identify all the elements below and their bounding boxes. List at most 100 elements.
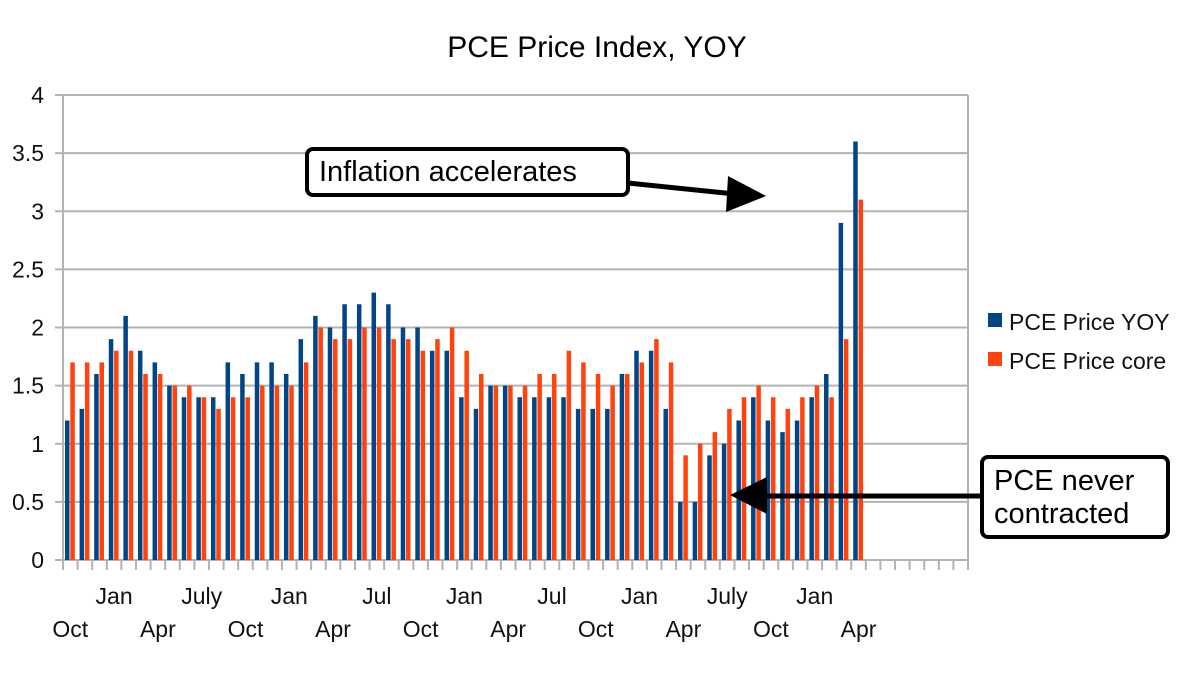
bar-pce-core [566, 350, 572, 560]
y-tick-label: 3.5 [12, 140, 44, 166]
bar-pce-yoy [517, 397, 522, 560]
bar-pce-yoy [298, 339, 304, 561]
bar-pce-yoy [327, 327, 333, 560]
y-tick-label: 3 [31, 198, 44, 224]
bar-pce-core [858, 199, 864, 561]
bar-pce-yoy [678, 501, 683, 561]
bar-pce-core [814, 385, 820, 561]
bar-pce-core [697, 443, 703, 560]
bar-pce-core [362, 327, 367, 560]
bar-pce-yoy [400, 327, 406, 560]
bar-pce-core [843, 339, 849, 561]
bar-pce-core [99, 362, 104, 561]
bar-pce-yoy [79, 408, 85, 561]
bar-pce-yoy [313, 315, 318, 561]
bar-pce-core [70, 362, 75, 561]
bar-pce-core [683, 455, 688, 561]
bar-pce-yoy [765, 420, 771, 560]
bar-pce-yoy [619, 374, 625, 560]
bar-pce-yoy [488, 385, 493, 561]
y-tick-label: 2 [31, 315, 44, 341]
y-tick-label: 4 [31, 82, 44, 108]
bar-pce-yoy [152, 362, 158, 561]
y-tick-label: 2.5 [12, 256, 44, 282]
bar-pce-core [581, 362, 586, 561]
bar-pce-core [303, 362, 309, 561]
bar-pce-yoy [254, 362, 260, 561]
bar-pce-core [114, 350, 119, 560]
y-tick-label: 0 [31, 547, 44, 573]
bar-pce-yoy [824, 374, 829, 560]
bar-pce-core [376, 327, 382, 560]
y-axis-ticks: 0 0.5 1 1.5 2 2.5 3 3.5 4 [12, 82, 44, 573]
bar-pce-yoy [356, 304, 362, 560]
bar-pce-core [479, 374, 484, 560]
bar-pce-yoy [473, 408, 479, 561]
x-axis-ticks [62, 560, 969, 570]
x-tick-label: Oct [228, 616, 264, 642]
bar-pce-core [289, 385, 294, 561]
bar-pce-core [143, 374, 148, 560]
bar-pce-yoy [721, 443, 727, 560]
bars [65, 141, 864, 561]
x-tick-label: Apr [315, 616, 351, 642]
x-tick-label: Jan [271, 583, 308, 609]
bar-pce-core [610, 385, 615, 561]
bar-pce-core [318, 327, 323, 560]
bar-pce-core [172, 385, 177, 561]
bar-pce-yoy [371, 292, 377, 561]
bar-pce-yoy [663, 408, 668, 561]
bar-pce-core [712, 432, 718, 561]
bar-pce-core [668, 362, 674, 561]
bar-pce-core [230, 397, 236, 560]
x-tick-label: Jul [537, 583, 566, 609]
bar-pce-yoy [751, 397, 756, 560]
legend-swatch-pce-yoy [988, 313, 1002, 327]
bar-pce-core [756, 385, 761, 561]
arrow-never-contracted [730, 477, 980, 514]
x-tick-label: Oct [753, 616, 789, 642]
bar-pce-core [770, 397, 776, 560]
x-tick-label: Jan [96, 583, 133, 609]
bar-pce-core [624, 374, 630, 560]
bar-pce-core [654, 339, 659, 561]
legend-swatch-pce-core [988, 352, 1002, 366]
bar-pce-core [727, 408, 732, 561]
callout-inflation-accelerates: Inflation accelerates [305, 147, 630, 197]
chart-title: PCE Price Index, YOY [447, 31, 747, 64]
bar-pce-yoy [415, 327, 420, 560]
legend-label-pce-yoy: PCE Price YOY [1009, 309, 1170, 335]
bar-pce-yoy [181, 397, 187, 560]
x-tick-label: Oct [52, 616, 88, 642]
bar-pce-yoy [123, 315, 128, 561]
bar-pce-yoy [386, 304, 391, 560]
x-tick-label: Apr [665, 616, 701, 642]
bar-pce-core [508, 385, 513, 561]
legend-label-pce-core: PCE Price core [1009, 348, 1166, 374]
bar-pce-core [741, 397, 747, 560]
bar-pce-yoy [196, 397, 201, 560]
x-tick-label: Jan [621, 583, 658, 609]
bar-pce-core [449, 327, 455, 560]
x-tick-label: Apr [841, 616, 877, 642]
y-tick-label: 1.5 [12, 373, 44, 399]
bar-pce-core [785, 408, 791, 561]
bar-pce-core [201, 397, 207, 560]
bar-pce-core [406, 339, 411, 561]
bar-pce-yoy [283, 374, 289, 560]
bar-pce-yoy [809, 397, 814, 560]
bar-pce-core [522, 385, 528, 561]
y-tick-label: 1 [31, 431, 44, 457]
bar-pce-yoy [853, 141, 858, 560]
x-tick-label: Oct [578, 616, 614, 642]
x-tick-label: July [707, 583, 748, 609]
bar-pce-core [333, 339, 338, 561]
arrow-accelerates [627, 176, 766, 212]
bar-pce-yoy [532, 397, 537, 560]
bar-pce-yoy [794, 420, 800, 560]
bar-pce-yoy [692, 501, 698, 561]
bar-pce-core [639, 362, 645, 561]
bar-pce-yoy [546, 397, 552, 560]
bar-pce-yoy [459, 397, 464, 560]
